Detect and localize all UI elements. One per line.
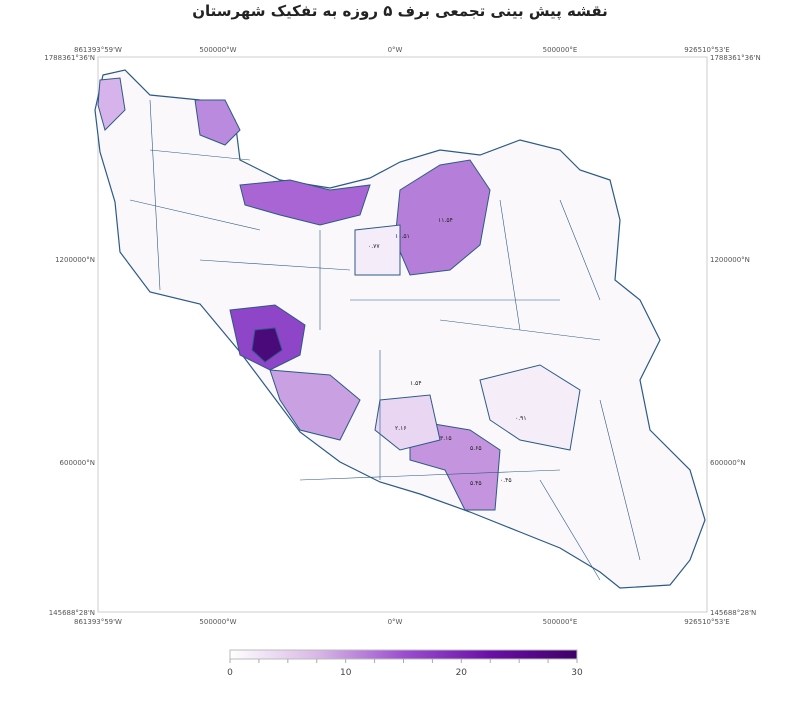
region-fars-north [269, 369, 361, 441]
region-west-azarbaijan [97, 77, 126, 131]
iran-map: ۱۱.۵۴ ۱۰.۵۱ ۰.۷۷ ۱.۵۴ ۵.۴۵ ۳.۱۵ ۵.۶۵ ۰.۹… [94, 69, 706, 589]
svg-text:500000°E: 500000°E [543, 46, 578, 54]
svg-text:۰.۷۷: ۰.۷۷ [368, 243, 380, 250]
svg-text:145688°28'N: 145688°28'N [49, 609, 95, 617]
svg-text:1788361°36'N: 1788361°36'N [44, 54, 95, 62]
region-yazd-south [374, 394, 441, 451]
svg-text:861393°59'W: 861393°59'W [74, 46, 122, 54]
svg-text:861393°59'W: 861393°59'W [74, 618, 122, 626]
colorbar-tick-30: 30 [571, 668, 583, 678]
svg-text:۱.۵۴: ۱.۵۴ [410, 380, 422, 387]
svg-text:۱۰.۵۱: ۱۰.۵۱ [395, 233, 410, 240]
colorbar-tick-20: 20 [456, 668, 468, 678]
colorbar: 0 10 20 30 [227, 649, 583, 678]
left-axis-labels: 1788361°36'N 1200000°N 600000°N 145688°2… [44, 54, 95, 617]
svg-text:1200000°N: 1200000°N [710, 256, 750, 264]
svg-text:500000°W: 500000°W [199, 618, 236, 626]
colorbar-tick-0: 0 [227, 668, 233, 678]
colorbar-tick-10: 10 [340, 668, 352, 678]
right-axis-labels: 1788361°36'N 1200000°N 600000°N 145688°2… [710, 54, 761, 617]
svg-text:۳.۱۵: ۳.۱۵ [440, 435, 452, 442]
region-sistan [479, 364, 581, 451]
svg-text:926510°53'E: 926510°53'E [684, 618, 729, 626]
svg-text:600000°N: 600000°N [60, 459, 95, 467]
svg-text:۵.۶۵: ۵.۶۵ [470, 445, 482, 452]
region-zagros-peak [251, 327, 283, 363]
svg-text:۵.۴۵: ۵.۴۵ [470, 480, 482, 487]
svg-text:0°W: 0°W [388, 46, 403, 54]
svg-text:۲.۱۶: ۲.۱۶ [395, 425, 407, 432]
colorbar-gradient [229, 649, 578, 660]
region-kerman [409, 419, 501, 511]
svg-text:۰.۹۱: ۰.۹۱ [515, 415, 527, 422]
svg-text:1200000°N: 1200000°N [55, 256, 95, 264]
map-frame [97, 56, 708, 613]
svg-text:145688°28'N: 145688°28'N [710, 609, 756, 617]
svg-text:926510°53'E: 926510°53'E [684, 46, 729, 54]
svg-text:0°W: 0°W [388, 618, 403, 626]
country-outline [94, 69, 706, 589]
svg-text:600000°N: 600000°N [710, 459, 745, 467]
map-value-labels: ۱۱.۵۴ ۱۰.۵۱ ۰.۷۷ ۱.۵۴ ۵.۴۵ ۳.۱۵ ۵.۶۵ ۰.۹… [368, 217, 527, 487]
county-borders [129, 99, 641, 581]
map-title: نقشه پیش بینی تجمعی برف ۵ روزه به تفکیک … [192, 2, 608, 20]
region-mazandaran [239, 179, 371, 226]
region-semnan [354, 224, 401, 276]
region-ardabil [194, 99, 241, 146]
svg-text:۱۱.۵۴: ۱۱.۵۴ [438, 217, 453, 224]
svg-text:1788361°36'N: 1788361°36'N [710, 54, 761, 62]
bottom-axis-labels: 861393°59'W 500000°W 0°W 500000°E 926510… [74, 618, 730, 626]
svg-text:500000°E: 500000°E [543, 618, 578, 626]
svg-text:500000°W: 500000°W [199, 46, 236, 54]
svg-text:۰.۴۵: ۰.۴۵ [500, 477, 512, 484]
top-axis-labels: 861393°59'W 500000°W 0°W 500000°E 926510… [74, 46, 730, 54]
